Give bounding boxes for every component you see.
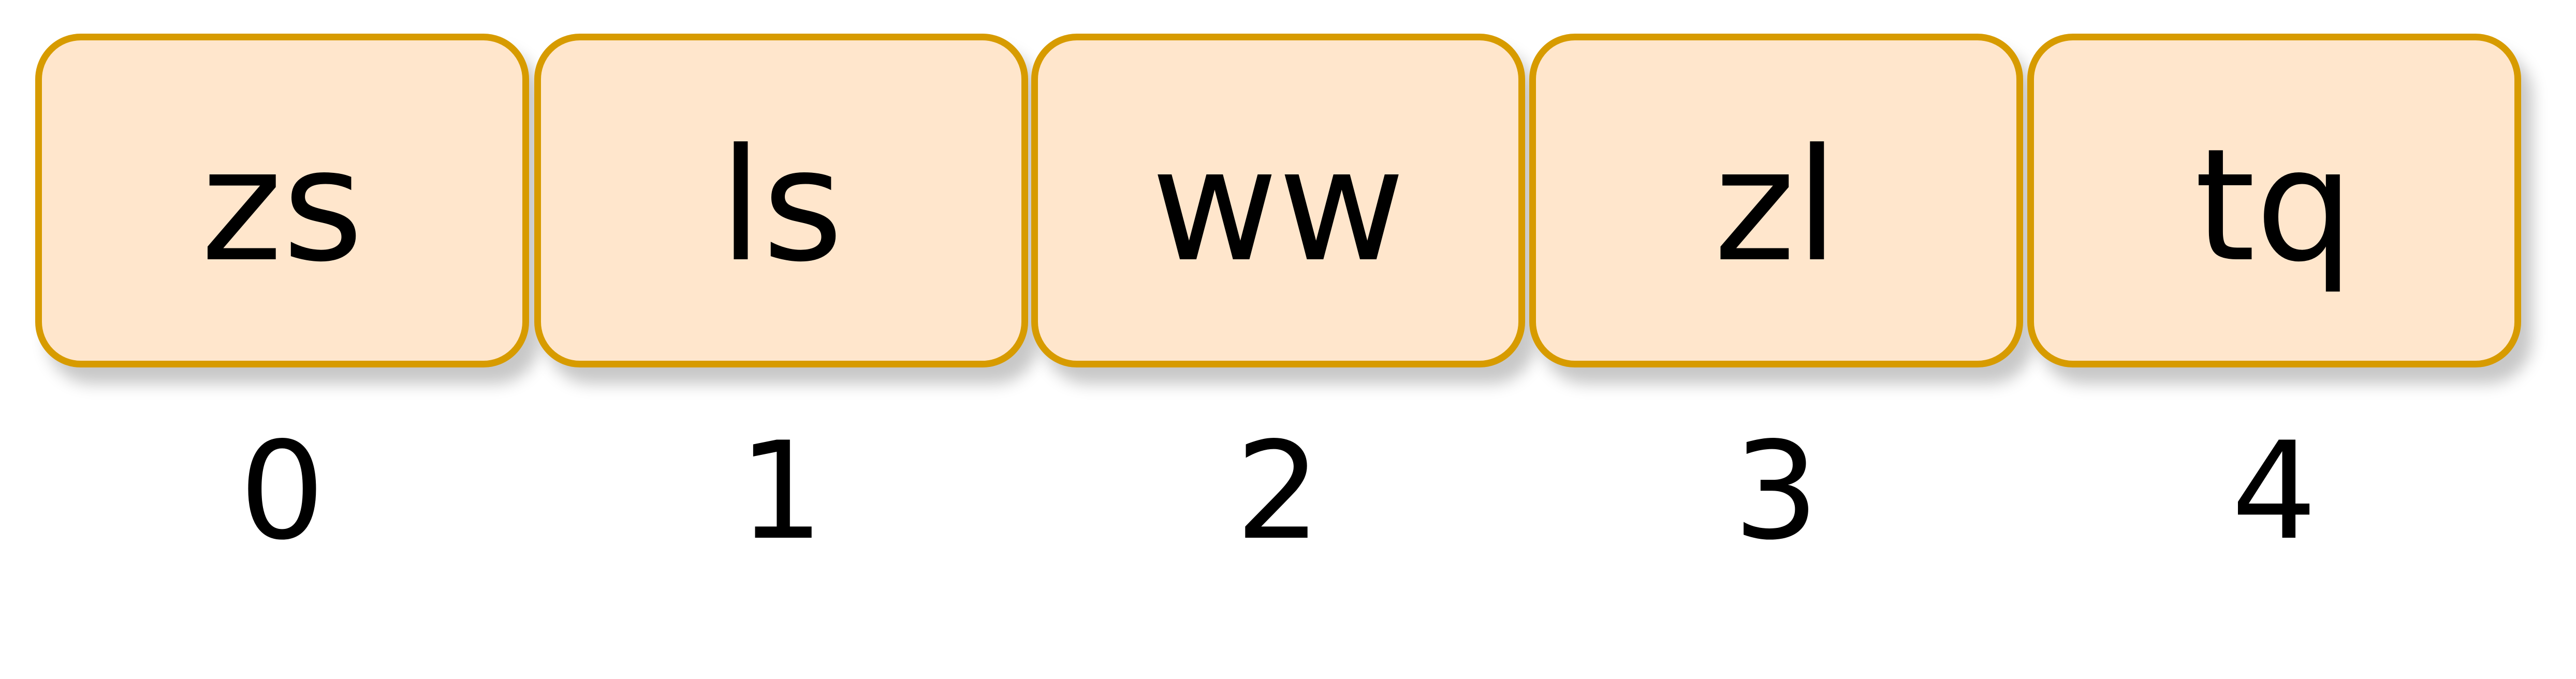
array-cell-label: zl [1714, 115, 1839, 296]
array-cell-2: ww [1031, 34, 1525, 367]
array-index-1: 1 [738, 414, 824, 570]
array-index-3: 3 [1733, 414, 1819, 570]
array-cell-label: ww [1151, 115, 1406, 296]
array-cell-label: zs [201, 115, 363, 296]
array-cell-4: tq [2027, 34, 2521, 367]
array-cell-1: ls [534, 34, 1028, 367]
array-index-2: 2 [1235, 414, 1321, 570]
array-cell-0: zs [35, 34, 529, 367]
array-cell-label: tq [2194, 115, 2354, 296]
array-index-4: 4 [2231, 414, 2317, 570]
array-cell-3: zl [1529, 34, 2023, 367]
array-cell-label: ls [719, 115, 843, 296]
array-index-0: 0 [239, 414, 325, 570]
